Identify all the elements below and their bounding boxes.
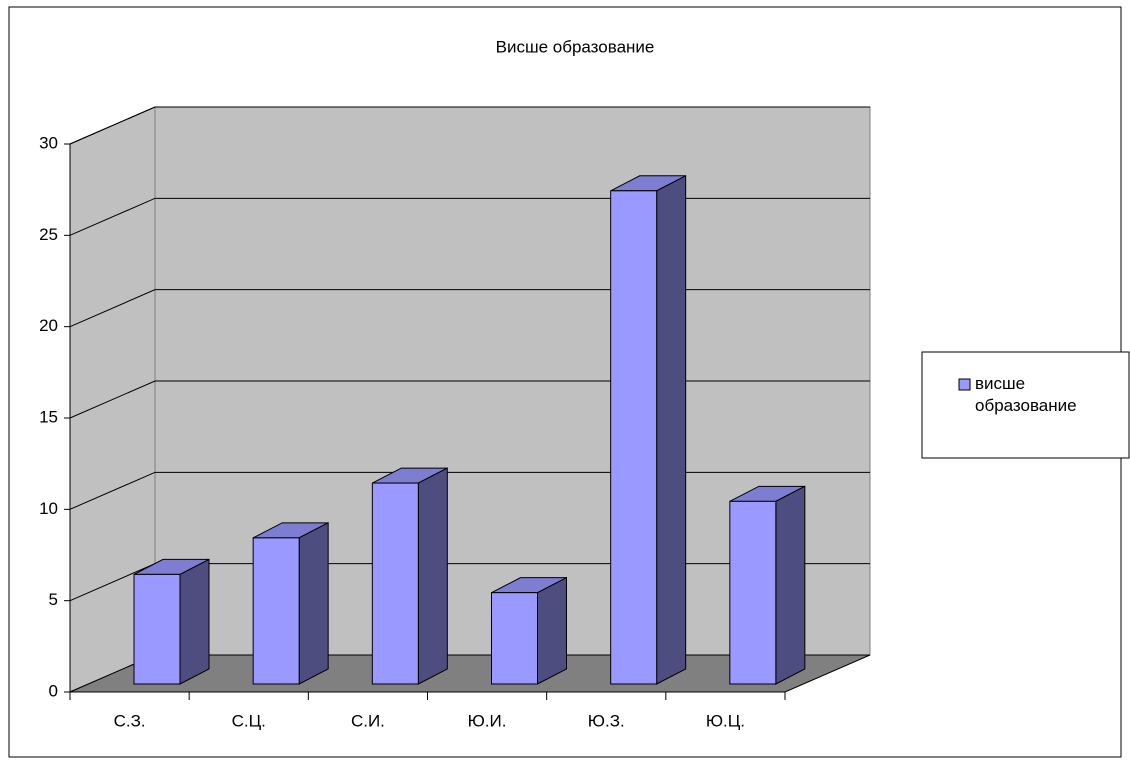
legend-label-box: висше образование [975, 374, 1077, 415]
bar [610, 190, 658, 685]
bar [252, 537, 300, 685]
grid-line [69, 106, 870, 145]
y-tick-label: 15 [39, 407, 58, 426]
y-tick-label: 0 [49, 681, 58, 700]
bar [371, 482, 419, 685]
x-tick-label: Ю.И. [468, 711, 507, 730]
x-tick-label: С.З. [114, 711, 146, 730]
bar-side [298, 522, 329, 685]
y-tick-label: 30 [39, 133, 58, 152]
bar [729, 500, 777, 685]
y-tick-label: 5 [49, 590, 58, 609]
x-tick-label: С.И. [351, 711, 385, 730]
bar-side [775, 485, 806, 685]
bar-side [417, 467, 448, 685]
bar [491, 592, 538, 685]
x-tick-label: Ю.Ц. [706, 711, 745, 730]
chart-title: Висше образование [496, 37, 655, 56]
x-tick-label: Ю.З. [588, 711, 625, 730]
legend-swatch [958, 378, 971, 391]
x-tick-label: С.Ц. [232, 711, 266, 730]
bar-side [179, 558, 210, 685]
y-tick-label: 25 [39, 225, 58, 244]
legend-box [921, 351, 1130, 459]
bar-side [537, 576, 567, 685]
legend-label: висше образование [975, 374, 1077, 415]
y-tick-label: 20 [39, 316, 58, 335]
bar-side [656, 174, 687, 685]
y-tick-label: 10 [39, 499, 58, 518]
bar [133, 573, 181, 685]
